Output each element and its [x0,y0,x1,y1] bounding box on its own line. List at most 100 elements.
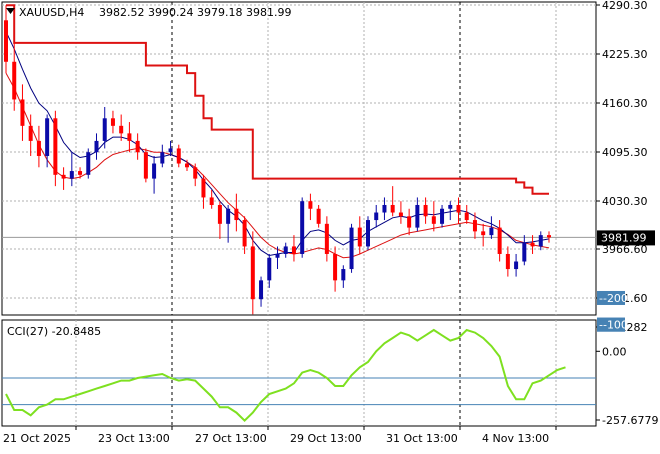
candle[interactable] [242,216,247,254]
candle[interactable] [69,152,74,187]
candle[interactable] [275,246,280,270]
price-tick-label: 3966.60 [602,243,648,256]
candle[interactable] [481,223,486,247]
time-axis: 21 Oct 2025 23 Oct 13:00 27 Oct 13:00 29 Oc… [3,426,557,445]
candle[interactable] [78,167,83,179]
candle[interactable] [374,204,379,228]
candle[interactable] [300,197,305,258]
candle[interactable] [185,159,189,172]
candle[interactable] [143,148,148,183]
symbol-label: XAUUSD,H4 [19,6,84,19]
candle[interactable] [530,235,535,254]
candle[interactable] [538,231,543,251]
candle[interactable] [193,163,198,187]
candle-body [283,246,288,254]
candle[interactable] [448,201,453,221]
candle[interactable] [119,114,124,141]
price-axis: 4290.30 4225.30 4160.30 4095.30 4030.30 3966.… [596,0,648,305]
candle[interactable] [514,253,519,277]
cci-tick-label: -257.6779 [602,414,658,427]
candle[interactable] [250,231,255,315]
candle[interactable] [472,212,477,239]
candle[interactable] [94,133,99,160]
candle[interactable] [423,197,428,224]
candle-body [275,253,280,258]
price-tick-label: 4290.30 [602,0,648,12]
candle[interactable] [234,193,239,232]
candle-body [267,257,272,281]
candle[interactable] [110,110,115,134]
cci-title: CCI(27) -20.8485 [7,325,101,338]
candle-body [185,163,189,168]
candle[interactable] [390,186,395,217]
candle-body [217,204,222,224]
candle-body [398,212,403,217]
candle[interactable] [201,174,206,209]
candle[interactable] [127,122,132,153]
candle[interactable] [36,125,41,168]
candle[interactable] [333,246,338,292]
candle[interactable] [407,208,412,236]
candle[interactable] [398,201,403,224]
triangle-down-icon[interactable] [6,8,15,14]
candle[interactable] [86,148,91,179]
candle[interactable] [209,189,214,209]
candle[interactable] [160,144,165,168]
candle[interactable] [135,133,140,160]
candle[interactable] [226,204,231,243]
candle[interactable] [217,201,222,239]
candle[interactable] [497,220,502,262]
candle-body [489,227,494,236]
candle-body [94,140,99,153]
candle[interactable] [366,216,370,251]
candle[interactable] [168,140,173,156]
candle-body [102,118,107,141]
candle-body [291,246,296,254]
candle[interactable] [464,204,469,224]
candle[interactable] [53,110,58,187]
candle-body [415,204,420,228]
candle[interactable] [176,144,181,168]
candle[interactable] [316,204,321,228]
candle[interactable] [267,253,272,288]
main-grid [2,2,596,315]
candle[interactable] [324,216,329,262]
candle[interactable] [259,276,264,307]
candle[interactable] [431,201,436,232]
candle[interactable] [45,114,50,168]
candle-body [514,261,519,270]
cci-plot-frame [1,319,597,427]
candle[interactable] [308,193,313,221]
candle[interactable] [4,5,8,74]
candle[interactable] [489,216,494,239]
candle[interactable] [456,197,461,224]
candle[interactable] [291,235,296,262]
candle[interactable] [61,167,66,190]
candle[interactable] [547,231,551,243]
candle[interactable] [28,114,33,156]
candle[interactable] [20,84,25,141]
candle-body [505,253,510,270]
candle[interactable] [357,216,362,254]
ma-fast-line [5,31,550,257]
candle-body [316,208,321,224]
ohlc-values: 3982.52 3990.24 3979.18 3981.99 [99,6,291,19]
candle[interactable] [341,265,346,288]
candle-body [481,231,486,236]
time-tick-label: 23 Oct 13:00 [98,432,170,445]
candle[interactable] [12,42,17,111]
candle[interactable] [152,155,157,194]
candle[interactable] [349,223,354,273]
candle[interactable] [382,197,387,221]
candle[interactable] [102,106,107,149]
candle[interactable] [505,246,510,277]
candle-body [464,212,469,221]
candle[interactable] [415,197,420,232]
candle[interactable] [283,242,288,258]
candle[interactable] [522,235,527,266]
candle-layer[interactable] [4,5,551,315]
candle[interactable] [440,204,445,228]
price-tick-label: 4095.30 [602,146,648,159]
